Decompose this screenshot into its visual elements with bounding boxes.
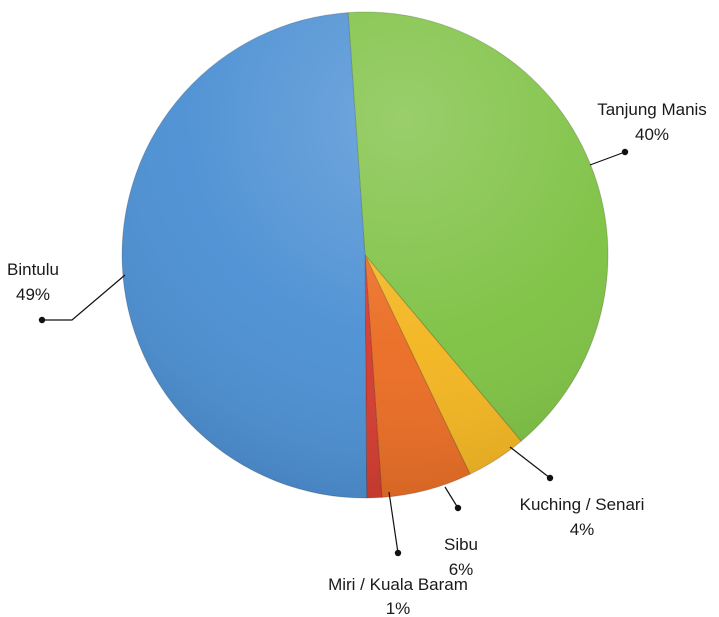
slice-value-tanjung-manis: 40%	[635, 125, 669, 144]
leader-line-tanjung-manis	[589, 151, 626, 166]
pie-labels: Tanjung Manis 40% Kuching / Senari 4% Sibu 6%…	[7, 100, 707, 617]
leader-dot-tanjung-manis	[621, 148, 629, 156]
slice-label-bintulu: Bintulu	[7, 260, 59, 279]
leader-line-bintulu	[42, 274, 126, 321]
slice-label-tanjung-manis: Tanjung Manis	[597, 100, 707, 119]
slice-label-sibu: Sibu	[444, 535, 478, 554]
leader-dot-bintulu	[38, 316, 46, 324]
leader-line-sibu	[444, 486, 459, 509]
slice-label-kuching-senari: Kuching / Senari	[520, 495, 645, 514]
slice-value-sibu: 6%	[449, 560, 474, 579]
slice-value-kuching-senari: 4%	[570, 520, 595, 539]
leader-line-kuching-senari	[509, 446, 551, 479]
leader-dot-miri-kuala-baram	[394, 549, 402, 557]
pie-slice-bintulu	[121, 12, 368, 499]
leader-dot-sibu	[454, 504, 462, 512]
slice-label-miri-kuala-baram: Miri / Kuala Baram	[328, 575, 468, 594]
leader-dot-kuching-senari	[546, 474, 554, 482]
leader-line-miri-kuala-baram	[388, 491, 399, 554]
slice-value-bintulu: 49%	[16, 285, 50, 304]
slice-value-miri-kuala-baram: 1%	[386, 599, 411, 617]
pie-slices	[121, 11, 609, 499]
